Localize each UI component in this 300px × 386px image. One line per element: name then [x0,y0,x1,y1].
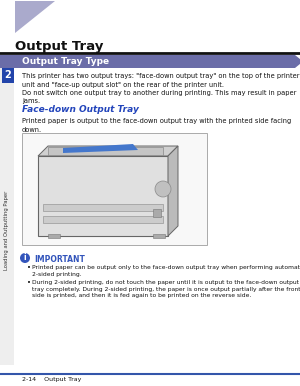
Bar [43,216,163,223]
Bar [153,234,165,238]
Bar [22,133,207,245]
Text: This printer has two output trays: "face-down output tray" on the top of the pri: This printer has two output trays: "face… [22,73,299,88]
Polygon shape [15,1,55,33]
Bar [48,234,60,238]
Circle shape [155,181,171,197]
Polygon shape [168,146,178,236]
Text: •: • [27,265,31,271]
Circle shape [20,253,30,263]
Polygon shape [63,144,138,153]
Bar [48,147,163,155]
Text: Do not switch one output tray to another during printing. This may result in pap: Do not switch one output tray to another… [22,90,296,105]
Text: IMPORTANT: IMPORTANT [34,255,85,264]
Text: 2: 2 [4,71,11,81]
Text: Face-down Output Tray: Face-down Output Tray [22,105,139,114]
Bar [153,209,161,217]
Bar [2,68,14,83]
Text: Loading and Outputting Paper: Loading and Outputting Paper [4,190,10,270]
Bar [38,156,168,236]
Text: Output Tray: Output Tray [15,40,104,53]
Polygon shape [38,146,178,156]
Text: Output Tray Type: Output Tray Type [22,58,109,66]
Text: 2-14    Output Tray: 2-14 Output Tray [22,377,81,382]
Bar [0,55,14,365]
Text: During 2-sided printing, do not touch the paper until it is output to the face-d: During 2-sided printing, do not touch th… [32,280,300,298]
Bar [43,204,163,211]
Text: Printed paper can be output only to the face-down output tray when performing au: Printed paper can be output only to the … [32,265,300,277]
Text: Printed paper is output to the face-down output tray with the printed side facin: Printed paper is output to the face-down… [22,118,291,132]
Polygon shape [0,55,300,68]
Text: •: • [27,280,31,286]
Text: i: i [24,254,26,262]
